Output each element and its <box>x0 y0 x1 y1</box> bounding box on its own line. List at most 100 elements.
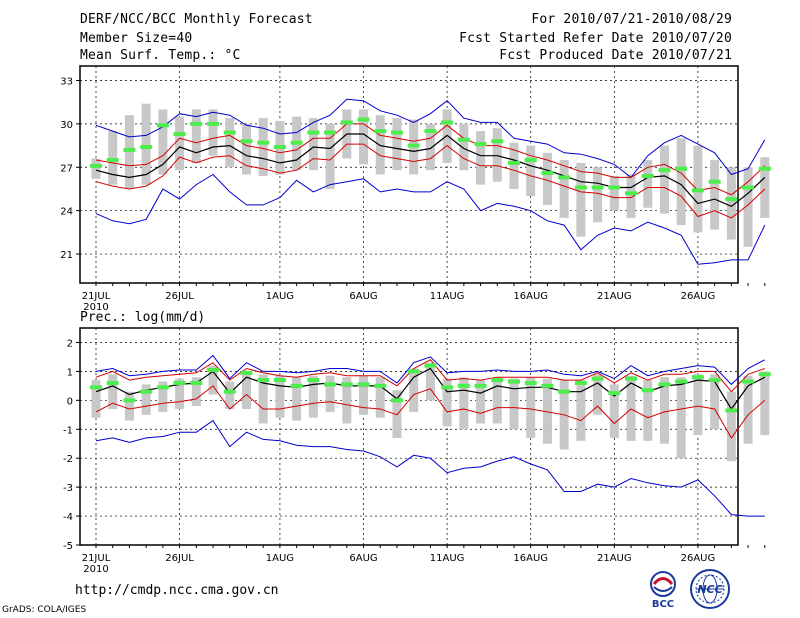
precip-median-mark <box>641 388 654 393</box>
precip-quantile-bar <box>726 391 736 462</box>
precip-median-mark <box>524 380 537 385</box>
ncc-logo-text: NCC <box>697 583 722 596</box>
precip-title: Prec.: log(mm/d) <box>80 310 206 325</box>
bcc-logo: BCC <box>650 571 676 609</box>
precip-median-mark <box>625 376 638 381</box>
precip-quantile-bar <box>225 381 235 410</box>
precip-quantile-bar <box>241 371 251 410</box>
member-size: Member Size=40 <box>80 31 193 46</box>
precip-quantile-bar <box>308 375 318 418</box>
temp-median-mark <box>608 185 621 190</box>
precip-upper-sd-line <box>95 359 765 393</box>
precip-quantile-bar <box>124 391 134 421</box>
temp-median-mark <box>173 131 186 136</box>
temp-median-mark <box>156 123 169 128</box>
website-link[interactable]: http://cmdp.ncc.cma.gov.cn <box>75 583 279 598</box>
temp-xtick-label: 26AUG <box>681 291 716 302</box>
temp-median-mark <box>508 160 520 165</box>
temp-median-mark <box>675 166 688 171</box>
temp-median-mark <box>307 130 320 135</box>
precip-quantile-bar <box>275 375 285 418</box>
precip-median-mark <box>223 389 236 394</box>
temp-xtick-label: 1AUG <box>266 291 294 302</box>
precip-quantile-bar <box>509 378 519 430</box>
precip-quantile-bar <box>425 362 435 401</box>
temp-quantile-bar <box>375 115 385 175</box>
temp-median-mark <box>591 185 604 190</box>
temp-median-mark <box>708 179 721 184</box>
temp-median-mark <box>725 197 738 202</box>
temp-lower-sd-line <box>95 143 766 219</box>
precip-quantile-bar <box>676 377 686 459</box>
temp-quantile-bar <box>609 175 619 211</box>
temp-quantile-bar <box>191 109 201 163</box>
precip-median-mark <box>508 379 520 384</box>
precip-year-label: 2010 <box>83 564 108 575</box>
temp-quantile-bar <box>576 162 586 237</box>
temp-median-mark <box>742 185 755 190</box>
temp-quantile-bar <box>208 109 218 156</box>
precip-quantile-bar <box>459 377 469 430</box>
precip-median-mark <box>558 389 571 394</box>
temp-xtick-label: 6AUG <box>349 291 377 302</box>
precip-median-mark <box>608 391 621 396</box>
temp-median-mark <box>190 121 203 126</box>
temp-median-mark <box>374 129 387 134</box>
precip-ytick-label: -2 <box>63 454 73 465</box>
temp-median-mark <box>140 145 153 150</box>
precip-median-mark <box>123 398 136 403</box>
temp-quantile-bar <box>710 160 720 230</box>
temp-median-mark <box>457 137 470 142</box>
precip-quantile-bar <box>108 374 118 410</box>
temp-quantile-bar <box>258 118 268 176</box>
temp-quantile-bar <box>108 131 118 185</box>
temp-ytick-label: 24 <box>60 207 73 218</box>
temp-median-mark <box>240 139 253 144</box>
temp-median-mark <box>491 139 504 144</box>
precip-median-mark <box>207 367 220 372</box>
temp-min-line <box>95 173 766 265</box>
temp-xtick-label: 21JUL <box>82 291 111 302</box>
precip-median-mark <box>675 379 688 384</box>
precip-quantile-bar <box>643 380 653 441</box>
precip-quantile-bar <box>593 374 603 415</box>
temp-ytick-label: 30 <box>60 120 73 131</box>
temp-quantile-bar <box>158 109 168 175</box>
precip-ytick-label: -4 <box>63 512 73 523</box>
temp-median-mark <box>658 168 671 173</box>
precip-median-mark <box>273 378 286 383</box>
temp-quantile-bar <box>476 131 486 185</box>
precip-min-line <box>95 419 765 517</box>
temp-quantile-bar <box>359 109 369 165</box>
precip-median-mark <box>591 376 604 381</box>
precip-median-mark <box>390 398 403 403</box>
temp-quantile-bar <box>760 157 770 218</box>
temp-quantile-bar <box>91 158 101 179</box>
precip-xtick-label: 1AUG <box>266 553 294 564</box>
precip-quantile-bar <box>258 374 268 424</box>
temp-median-mark <box>541 171 554 176</box>
temp-median-mark <box>273 145 286 150</box>
temp-quantile-bar <box>492 128 502 182</box>
temp-xtick-label: 16AUG <box>513 291 548 302</box>
precip-quantile-bar <box>626 375 636 441</box>
precip-median-mark <box>357 382 370 387</box>
precip-quantile-bar <box>208 365 218 395</box>
precip-xtick-label: 21JUL <box>82 553 111 564</box>
precip-quantile-bar <box>191 377 201 407</box>
temp-quantile-bar <box>726 167 736 240</box>
precip-median-mark <box>374 383 387 388</box>
precip-median-mark <box>190 380 203 385</box>
temp-quantile-bar <box>325 123 335 189</box>
precip-quantile-bar <box>91 380 101 418</box>
temp-quantile-bar <box>124 115 134 189</box>
bcc-logo-text: BCC <box>652 599 674 609</box>
precip-median-mark <box>156 385 169 390</box>
precip-quantile-bar <box>526 377 536 438</box>
temp-median-mark <box>257 140 270 145</box>
temp-median-mark <box>691 188 704 193</box>
precip-quantile-bar <box>609 384 619 438</box>
temp-quantile-bar <box>626 174 636 218</box>
precip-median-mark <box>441 385 454 390</box>
temp-median-mark <box>357 117 370 122</box>
